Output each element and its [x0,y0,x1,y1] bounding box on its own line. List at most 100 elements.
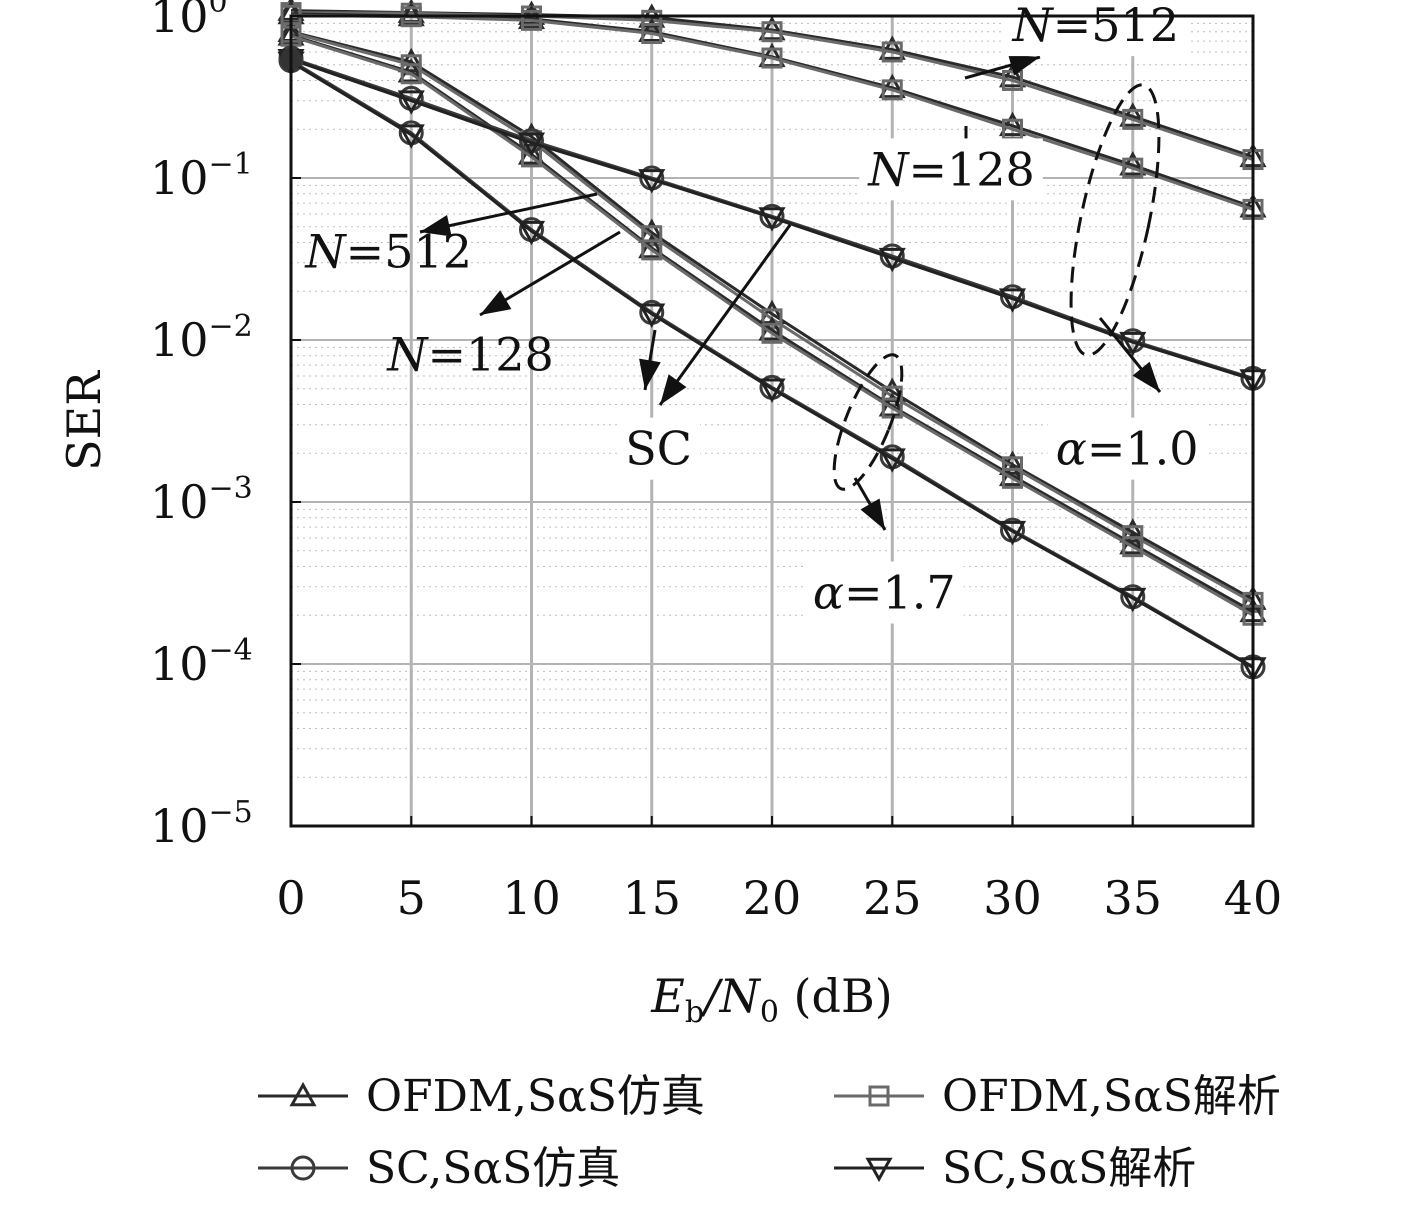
x-tick-label: 15 [622,871,681,925]
annotation-arrow-head [639,358,661,390]
annotation-label: SC [625,422,692,476]
annotation-arrow-line [419,192,598,234]
data-point-marker [758,207,786,232]
data-point-marker [641,22,663,44]
x-tick-label: 20 [743,871,802,925]
x-tick-label: 10 [502,871,561,925]
annotation-arrow-head [1008,54,1040,76]
xlabel-e: E [650,969,685,1023]
data-point-marker [517,0,546,25]
x-tick-label: 35 [1103,871,1162,925]
data-point-marker [397,90,425,115]
annotation-6: α=1.7 [804,561,964,624]
annotation-background [859,138,1043,201]
legend-marker [289,1081,317,1107]
annotation-background [617,417,701,480]
annotation-variable: N [867,142,910,196]
annotation-background [1047,417,1207,480]
data-point-marker [998,62,1027,88]
data-point-marker [1122,536,1144,558]
data-point-marker [881,41,903,63]
data-point-marker [1119,151,1147,176]
data-point-marker [758,378,786,403]
legend-label: SC,SαS解析 [942,1143,1196,1194]
legend-entry: OFDM,SαS仿真 [258,1071,705,1122]
legend: OFDM,SαS仿真 OFDM,SαS解析 SC,SαS仿真 SC,SαS解析 [258,1071,1281,1194]
data-point-marker [998,111,1027,137]
data-point-marker [638,303,666,328]
annotation-variable: α [813,566,844,620]
annotation-arrow-head [480,290,512,315]
data-point-marker [521,146,542,168]
data-point-marker [878,448,906,473]
data-point-marker [517,132,546,157]
x-tick-label: 40 [1224,871,1283,925]
annotation-arrow-head [420,214,452,237]
data-point-marker [517,220,546,246]
xlabel-unit: (dB) [779,969,893,1023]
data-point-marker [1002,467,1023,489]
annotation-variable: N [386,327,429,381]
series-line [290,57,1254,381]
data-point-marker [400,63,422,85]
annotation-value: =512 [346,225,472,279]
series-line [290,13,1254,211]
x-tick-label: 5 [397,871,426,925]
annotation-arrow-head [660,374,687,405]
legend-marker [865,1157,893,1183]
data-point-marker [641,225,663,247]
annotation-label: α=1.7 [813,566,956,620]
y-tick-exponent: −4 [209,633,253,668]
annotation-4: SC [617,417,701,480]
data-point-marker [517,4,546,30]
data-point-marker [758,299,786,325]
data-point-marker [641,9,663,31]
y-tick-exponent: −2 [209,309,253,344]
annotation-label: N=128 [386,327,554,381]
series-line [290,11,1254,161]
x-tick-label: 25 [863,871,922,925]
annotation-arrow-head [1132,361,1160,392]
data-point-marker [758,15,786,41]
data-point-marker [397,124,425,149]
annotation-value: =128 [427,327,553,381]
y-tick-exponent: −3 [209,471,253,506]
annotation-value: =1.7 [844,566,956,620]
annotation-1: N=128 [859,138,1043,201]
series-11 [277,51,1267,682]
data-point-marker [881,79,903,101]
data-point-marker [638,17,666,42]
legend-label: SC,SαS仿真 [366,1143,620,1194]
legend-entry: OFDM,SαS解析 [834,1071,1281,1122]
data-point-marker [761,21,783,43]
data-point-marker [1119,587,1147,613]
xlabel-sub-0: 0 [760,995,779,1030]
data-point-marker [761,308,783,330]
annotation-label: N=128 [867,142,1035,196]
annotation-2: N=512 [304,225,472,279]
annotation-variable: N [304,225,347,279]
data-point-marker [1119,102,1147,127]
legend-label: OFDM,SαS解析 [942,1071,1281,1122]
y-tick-exponent: 0 [209,0,228,20]
data-point-marker [1122,157,1144,179]
annotation-5: α=1.0 [1047,417,1207,480]
annotation-background [1003,0,1188,57]
data-point-marker [998,520,1027,546]
data-point-marker [998,288,1027,313]
annotation-value: =512 [1053,0,1179,52]
y-tick-exponent: −1 [209,147,253,182]
x-axis-label: Eb/N0 (dB) [650,969,892,1030]
annotation-0: N=512 [1003,0,1188,57]
data-point-marker [878,247,906,273]
dashed-ellipse-alpha-1 [1069,83,1161,357]
annotation-variable: N [1012,0,1055,52]
series-line [290,60,1254,669]
annotation-3: N=128 [386,327,554,381]
annotation-value: =128 [908,142,1034,196]
annotation-variable: α [1056,422,1087,476]
series-line [290,34,1254,617]
